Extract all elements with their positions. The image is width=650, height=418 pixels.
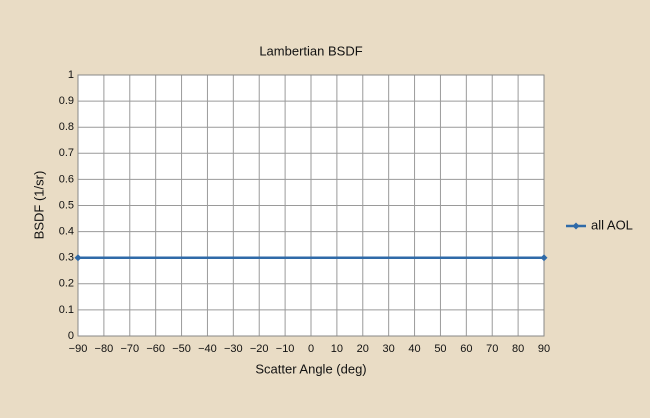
x-tick-label: 40 xyxy=(408,343,420,355)
x-tick-label: −50 xyxy=(172,343,191,355)
legend-label: all AOL xyxy=(591,217,633,232)
x-tick-label: −70 xyxy=(120,343,139,355)
legend-marker xyxy=(572,222,580,230)
y-tick-label: 0.1 xyxy=(59,304,74,316)
x-tick-label: 50 xyxy=(434,343,446,355)
y-tick-label: 0.4 xyxy=(59,226,74,238)
x-tick-label: −60 xyxy=(146,343,165,355)
x-tick-label: 0 xyxy=(308,343,314,355)
x-tick-label: 20 xyxy=(357,343,369,355)
x-tick-label: −10 xyxy=(276,343,295,355)
y-tick-label: 1 xyxy=(68,69,74,81)
plot-border xyxy=(77,74,545,337)
data-marker xyxy=(74,254,82,262)
y-tick-label: 0.2 xyxy=(59,278,74,290)
y-tick-label: 0.3 xyxy=(59,252,74,264)
data-marker xyxy=(540,254,548,262)
x-axis-label: Scatter Angle (deg) xyxy=(255,361,366,376)
x-tick-label: 60 xyxy=(460,343,472,355)
y-tick-label: 0.6 xyxy=(59,173,74,185)
y-tick-label: 0 xyxy=(68,330,74,342)
chart-title: Lambertian BSDF xyxy=(259,43,362,58)
x-tick-label: −20 xyxy=(250,343,269,355)
x-tick-label: 70 xyxy=(486,343,498,355)
x-tick-label: −90 xyxy=(69,343,88,355)
y-tick-label: 0.8 xyxy=(59,121,74,133)
y-tick-label: 0.5 xyxy=(59,199,74,211)
x-tick-label: −30 xyxy=(224,343,243,355)
x-tick-label: −80 xyxy=(95,343,114,355)
x-tick-label: 10 xyxy=(331,343,343,355)
x-tick-label: 80 xyxy=(512,343,524,355)
x-tick-label: 30 xyxy=(383,343,395,355)
y-tick-label: 0.9 xyxy=(59,95,74,107)
x-tick-label: 90 xyxy=(538,343,550,355)
y-tick-label: 0.7 xyxy=(59,147,74,159)
y-axis-label: BSDF (1/sr) xyxy=(31,171,46,240)
x-tick-label: −40 xyxy=(198,343,217,355)
